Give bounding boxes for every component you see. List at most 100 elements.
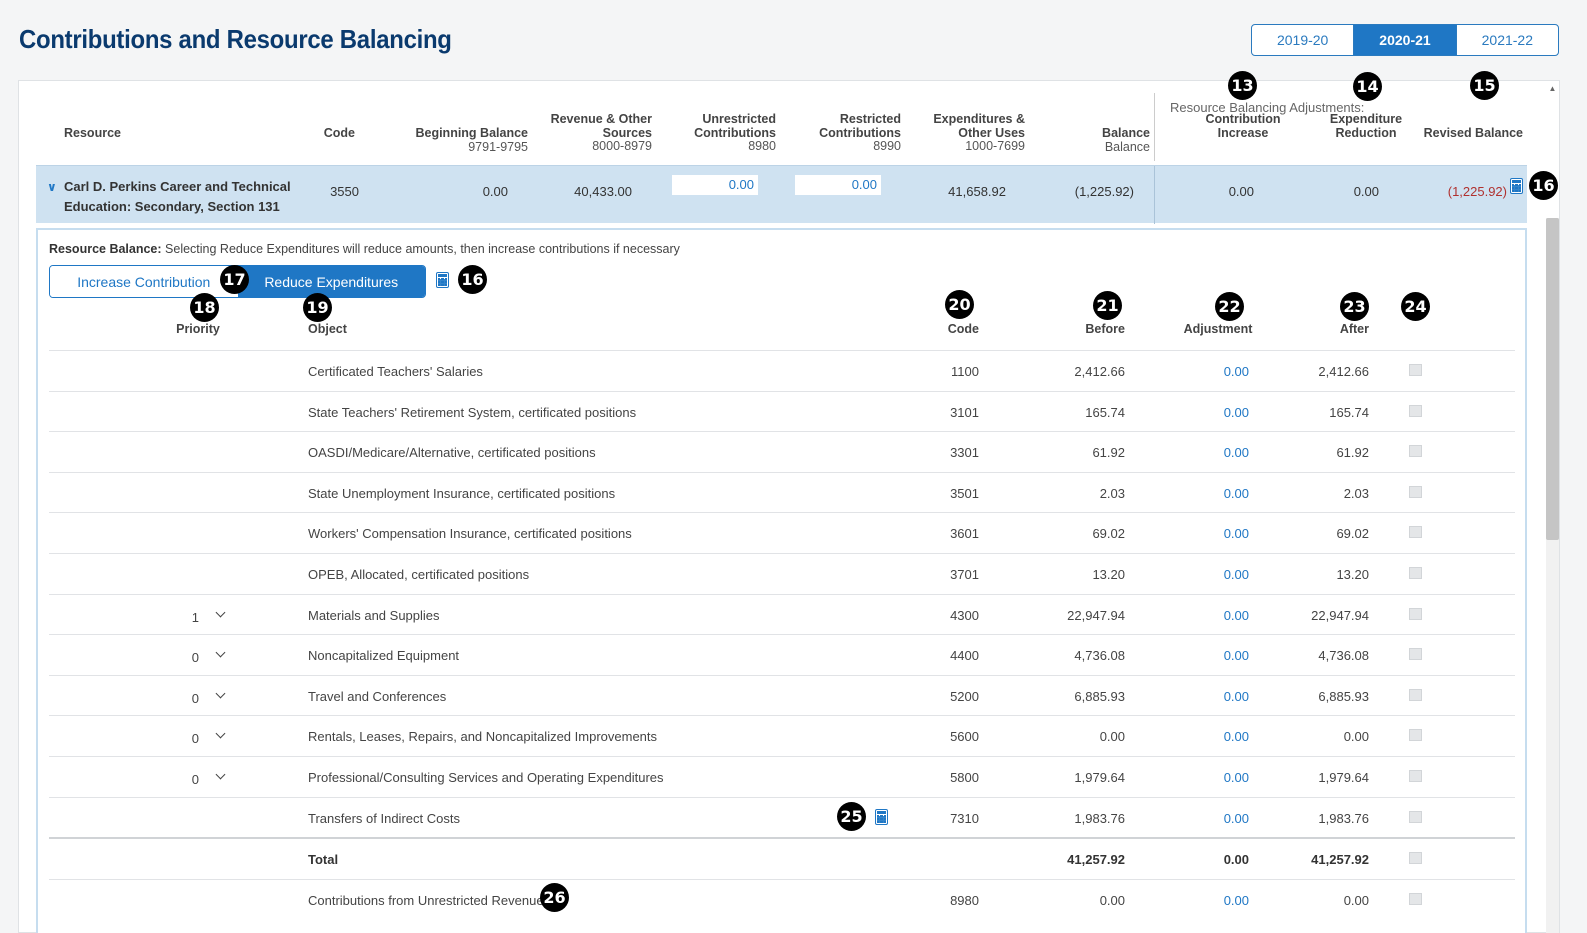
chevron-down-icon[interactable] (214, 728, 228, 742)
callout-badge: 16 (1529, 171, 1558, 200)
priority-value[interactable]: 0 (191, 690, 199, 706)
unrestricted-contribution-input[interactable]: 0.00 (672, 175, 758, 195)
chevron-down-icon[interactable] (214, 647, 228, 661)
calculator-icon[interactable] (875, 808, 888, 825)
year-tab-2020-21[interactable]: 2020-21 (1354, 25, 1457, 55)
chevron-down-icon[interactable] (214, 688, 228, 702)
before-value: 165.74 (1085, 404, 1125, 420)
note-icon[interactable] (1409, 364, 1422, 376)
priority-value[interactable]: 1 (191, 609, 199, 625)
column-priority: Priority (176, 322, 220, 336)
object-code: 5200 (950, 688, 979, 704)
adjustment-value[interactable]: 0.00 (1223, 364, 1249, 379)
header-revenue-l2: Sources (602, 125, 652, 140)
note-icon[interactable] (1409, 485, 1422, 498)
adjustment-value[interactable]: 0.00 (1223, 893, 1249, 909)
note-icon[interactable] (1409, 445, 1422, 458)
after-value: 6,885.93 (1318, 688, 1369, 704)
note-icon[interactable] (1409, 769, 1422, 782)
page-title: Contributions and Resource Balancing (19, 24, 452, 54)
note-icon[interactable] (1409, 729, 1422, 742)
table-row: 0 Travel and Conferences 5200 6,885.93 0.00 6… (49, 674, 1515, 716)
callout-badge: 24 (1401, 292, 1430, 321)
resource-beginning-balance: 0.00 (482, 184, 508, 199)
adjustment-value[interactable]: 0.00 (1223, 566, 1249, 582)
table-row: 0 Professional/Consulting Services and Op… (49, 755, 1515, 797)
resource-revised-balance: (1,225.92) (1447, 184, 1507, 199)
priority-value[interactable]: 0 (191, 731, 199, 747)
resource-balance-note: Resource Balance: Selecting Reduce Expen… (49, 242, 680, 256)
object-code: 7310 (950, 810, 979, 826)
header-resource: Resource (64, 126, 121, 140)
restricted-contribution-input[interactable]: 0.00 (795, 175, 881, 195)
after-value: 13.20 (1336, 566, 1369, 582)
note-icon[interactable] (1409, 526, 1422, 539)
chevron-down-icon[interactable]: ∨ (47, 180, 57, 194)
header-restricted-l2: Contributions (819, 125, 901, 140)
object-code: 4300 (950, 607, 979, 623)
calculator-icon[interactable] (1510, 178, 1523, 194)
adjustment-value[interactable]: 0.00 (1223, 607, 1249, 623)
header-balance-label: Balance (1102, 126, 1150, 140)
note-icon[interactable] (1409, 404, 1422, 417)
adjustment-value[interactable]: 0.00 (1223, 404, 1249, 420)
object-code: 8980 (950, 893, 979, 909)
calculator-icon[interactable] (436, 272, 449, 288)
header-revenue: Revenue & Other Sources 8000-8979 (540, 112, 652, 154)
note-icon[interactable] (1409, 566, 1422, 579)
adjustment-value[interactable]: 0.00 (1223, 648, 1249, 664)
resource-balance-note-text: Selecting Reduce Expenditures will reduc… (161, 242, 680, 256)
before-value: 6,885.93 (1074, 688, 1125, 704)
reduce-expenditures-button[interactable]: Reduce Expenditures (237, 266, 425, 297)
callout-badge: 20 (945, 290, 974, 319)
year-tab-2021-22[interactable]: 2021-22 (1481, 32, 1534, 48)
year-tab-2019-20[interactable]: 2019-20 (1252, 25, 1355, 55)
resource-row[interactable]: ∨ Carl D. Perkins Career and Technical E… (36, 165, 1527, 224)
header-revenue-l1: Revenue & Other (550, 112, 652, 126)
before-value: 1,979.64 (1074, 769, 1125, 785)
header-expenditure-reduction-l1: Expenditure (1329, 112, 1403, 126)
header-expenditures: Expenditures & Other Uses 1000-7699 (920, 112, 1025, 154)
table-row: Contributions from Unrestricted Revenues… (49, 879, 1515, 920)
table-row: OPEB, Allocated, certificated positions 3… (49, 552, 1515, 594)
object-code: 1100 (951, 364, 979, 379)
note-icon[interactable] (1409, 810, 1422, 823)
resource-balancing-adjustments-label: Resource Balancing Adjustments: (1170, 100, 1365, 115)
adjustment-value[interactable]: 0.00 (1223, 526, 1249, 542)
note-icon[interactable] (1409, 688, 1422, 701)
adjustment-value[interactable]: 0.00 (1223, 485, 1249, 501)
objects-table: Certificated Teachers' Salaries 1100 2,412… (49, 350, 1515, 920)
table-row: Transfers of Indirect Costs 7310 1,983.76 0… (49, 796, 1515, 838)
scroll-up-arrow[interactable]: ▲ (1548, 84, 1557, 93)
priority-value[interactable]: 0 (191, 650, 199, 666)
note-icon[interactable] (1409, 648, 1422, 661)
object-code: 3501 (950, 485, 979, 501)
column-adjustment: Adjustment (1183, 322, 1253, 336)
chevron-down-icon[interactable] (214, 769, 228, 783)
scrollbar-thumb[interactable] (1546, 218, 1559, 540)
adjustment-value[interactable]: 0.00 (1223, 769, 1249, 785)
note-icon[interactable] (1409, 852, 1422, 865)
object-code: 3601 (950, 526, 979, 542)
header-code: Code (323, 126, 355, 140)
adjustment-value[interactable]: 0.00 (1223, 810, 1249, 826)
resource-name: Carl D. Perkins Career and Technical Edu… (64, 177, 304, 217)
adjustment-value[interactable]: 0.00 (1223, 445, 1249, 461)
table-row: State Unemployment Insurance, certificat… (49, 471, 1515, 513)
table-row: Workers' Compensation Insurance, certifi… (49, 512, 1515, 553)
adjustment-value[interactable]: 0.00 (1223, 729, 1249, 745)
after-value: 1,983.76 (1318, 810, 1369, 826)
resource-code: 3550 (330, 184, 359, 199)
total-before: 41,257.92 (1067, 852, 1125, 868)
note-icon[interactable] (1409, 893, 1422, 906)
increase-contribution-button[interactable]: Increase Contribution (50, 266, 238, 297)
object-code: 3701 (950, 566, 979, 582)
adjustment-value[interactable]: 0.00 (1223, 688, 1249, 704)
chevron-down-icon[interactable] (214, 607, 228, 621)
object-name: Rentals, Leases, Repairs, and Noncapital… (308, 729, 658, 745)
after-value: 2.03 (1343, 485, 1369, 501)
priority-value[interactable]: 0 (191, 771, 199, 787)
before-value: 0.00 (1099, 729, 1125, 745)
note-icon[interactable] (1409, 607, 1422, 620)
table-row: 0 Noncapitalized Equipment 4400 4,736.08 0.0… (49, 634, 1515, 675)
